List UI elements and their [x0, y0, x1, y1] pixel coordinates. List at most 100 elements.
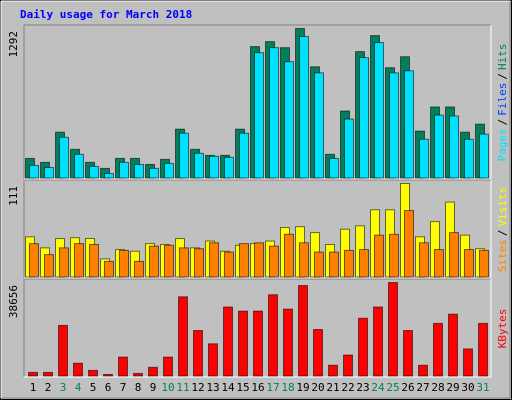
x-tick-label: 12 — [191, 381, 204, 394]
bar — [284, 61, 294, 179]
x-tick-label: 5 — [90, 381, 97, 394]
bar — [284, 233, 294, 278]
bar — [404, 70, 414, 179]
x-tick-label: 18 — [281, 381, 294, 394]
bar — [194, 248, 204, 278]
bar — [418, 364, 428, 377]
bar — [268, 294, 278, 377]
bar — [208, 343, 218, 377]
bar — [283, 308, 293, 377]
bar — [388, 282, 398, 377]
bar — [224, 156, 234, 179]
bar — [29, 243, 39, 278]
x-tick-label: 23 — [356, 381, 369, 394]
x-tick-label: 6 — [105, 381, 112, 394]
bar — [404, 210, 414, 278]
x-tick-label: 26 — [401, 381, 414, 394]
y-max-label: 1292 — [7, 31, 20, 58]
bar — [478, 322, 488, 377]
legend-entry: Sites — [496, 239, 509, 272]
bar — [329, 251, 339, 278]
x-tick-label: 3 — [60, 381, 67, 394]
x-tick-label: 20 — [311, 381, 324, 394]
bar — [463, 348, 473, 377]
bar — [433, 322, 443, 377]
bar — [119, 249, 129, 278]
bar — [389, 233, 399, 278]
bar — [479, 249, 489, 278]
x-tick-label: 31 — [476, 381, 489, 394]
x-tick-label: 19 — [296, 381, 309, 394]
bar — [299, 242, 309, 278]
bar — [448, 313, 458, 377]
bar — [164, 244, 174, 278]
y-max-label: 38656 — [7, 285, 20, 318]
legend-entry: Visits — [496, 187, 509, 227]
bar — [104, 260, 114, 278]
bar — [74, 153, 84, 179]
x-tick-label: 21 — [326, 381, 339, 394]
bar — [89, 165, 99, 179]
bar — [179, 247, 189, 278]
bar — [269, 245, 279, 278]
bar — [313, 329, 323, 377]
x-tick-label: 17 — [266, 381, 279, 394]
x-tick-label: 2 — [45, 381, 52, 394]
x-tick-label: 14 — [221, 381, 235, 394]
bar — [179, 132, 189, 179]
bar — [253, 310, 263, 377]
x-tick-label: 24 — [371, 381, 385, 394]
legend-separator: / — [496, 73, 509, 80]
x-tick-label: 28 — [431, 381, 444, 394]
bar — [223, 306, 233, 377]
bar — [374, 234, 384, 278]
bar — [314, 251, 324, 278]
bar — [148, 366, 158, 377]
legend: Sites / Visits — [496, 187, 509, 273]
bar — [238, 310, 248, 377]
bar — [254, 52, 264, 179]
bar — [149, 167, 159, 179]
x-tick-label: 22 — [341, 381, 354, 394]
bar — [58, 324, 68, 377]
bar — [449, 232, 459, 278]
bar — [194, 152, 204, 179]
bar — [134, 260, 144, 278]
bar — [464, 249, 474, 278]
bar — [104, 173, 114, 179]
legend: KBytes — [496, 309, 509, 349]
bar — [193, 330, 203, 377]
legend: Pages / Files / Hits — [496, 44, 509, 162]
bar — [389, 72, 399, 179]
bar — [344, 249, 354, 278]
x-tick-label: 11 — [176, 381, 189, 394]
bar — [103, 373, 113, 377]
bar — [479, 133, 489, 179]
bar — [239, 243, 249, 278]
bar — [164, 162, 174, 179]
bar — [434, 114, 444, 179]
bar — [59, 247, 69, 278]
legend-entry: KBytes — [496, 309, 509, 349]
bar — [464, 138, 474, 179]
x-tick-label: 30 — [461, 381, 474, 394]
bar — [314, 72, 324, 179]
bar — [59, 136, 69, 179]
bar — [89, 243, 99, 278]
bar — [298, 285, 308, 377]
bar — [254, 242, 264, 278]
x-tick-label: 8 — [135, 381, 142, 394]
bar — [358, 317, 368, 377]
legend-separator: / — [496, 230, 509, 237]
bar — [28, 371, 38, 377]
y-max-label: 111 — [7, 186, 20, 206]
bar — [449, 115, 459, 179]
legend-separator: / — [496, 119, 509, 126]
x-tick-label: 29 — [446, 381, 459, 394]
bar — [359, 249, 369, 278]
legend-entry: Pages — [496, 128, 509, 161]
bar — [374, 42, 384, 179]
x-tick-label: 13 — [206, 381, 219, 394]
